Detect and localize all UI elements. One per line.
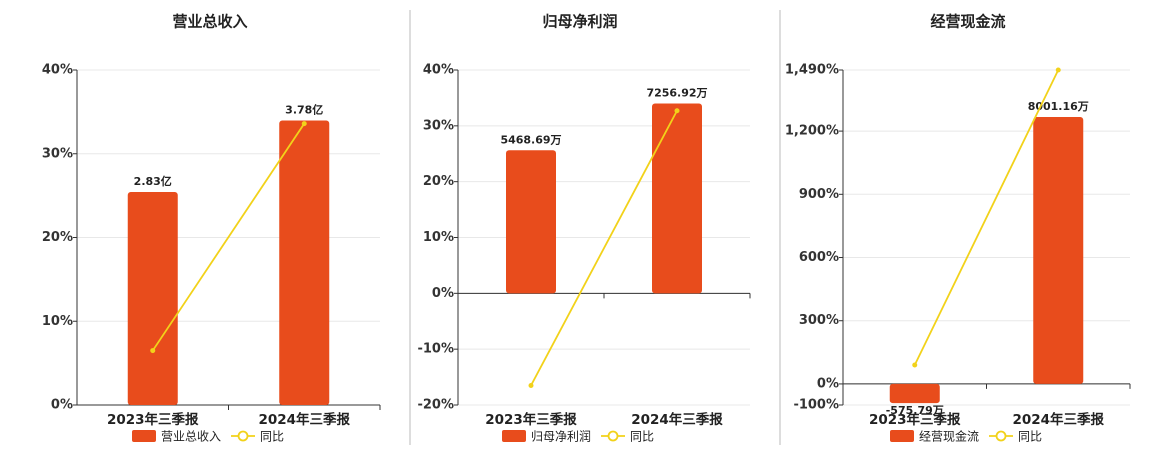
y-tick-label: 40% [42, 63, 73, 78]
legend-swatch [237, 430, 249, 442]
bar [889, 383, 940, 404]
line-point [301, 121, 307, 127]
legend-label: 同比 [1018, 430, 1042, 444]
value-label: 3.78亿 [285, 102, 323, 116]
y-tick-label: 10% [423, 230, 454, 245]
line-point [912, 362, 918, 368]
line-point [150, 348, 156, 354]
y-tick-label: 900% [799, 187, 839, 202]
value-label: 7256.92万 [646, 86, 707, 99]
y-tick-label: 0% [432, 286, 454, 301]
x-tick-label: 2024年三季报 [1012, 411, 1104, 428]
legend-swatch [132, 430, 156, 442]
bar [652, 103, 702, 294]
bar [279, 120, 330, 405]
y-tick-label: -100% [793, 398, 839, 413]
chart-title: 营业总收入 [172, 13, 247, 31]
line [152, 123, 305, 352]
line-point [674, 108, 680, 114]
y-tick-label: -10% [417, 342, 454, 357]
y-tick-label: 1,200% [785, 124, 839, 139]
bar [1033, 116, 1084, 384]
value-label: -575.79万 [886, 404, 944, 417]
legend-label: 同比 [260, 430, 284, 444]
chart-title: 经营现金流 [930, 13, 1005, 31]
y-tick-label: 30% [423, 118, 454, 133]
x-tick-label: 2024年三季报 [631, 411, 723, 428]
legend-label: 同比 [630, 430, 654, 444]
y-tick-label: 30% [42, 146, 73, 161]
bar [506, 150, 556, 294]
legend-swatch [607, 430, 619, 442]
chart-title: 归母净利润 [542, 13, 617, 31]
x-tick-label: 2023年三季报 [869, 411, 961, 428]
y-tick-label: 1,490% [785, 63, 839, 78]
x-tick-label: 2023年三季报 [107, 411, 199, 428]
line-point [1055, 67, 1061, 73]
value-label: 2.83亿 [134, 174, 172, 188]
legend-swatch [995, 430, 1007, 442]
x-tick-label: 2023年三季报 [485, 411, 577, 428]
y-tick-label: 10% [42, 314, 73, 329]
y-tick-label: 40% [423, 63, 454, 78]
y-tick-label: 300% [799, 313, 839, 328]
x-tick-label: 2024年三季报 [258, 411, 350, 428]
y-tick-label: 0% [51, 398, 73, 413]
y-tick-label: 20% [423, 174, 454, 189]
y-tick-label: -20% [417, 398, 454, 413]
value-label: 8001.16万 [1028, 100, 1089, 113]
line [913, 69, 1060, 366]
line [530, 110, 678, 386]
legend-label: 经营现金流 [919, 429, 979, 444]
value-label: 5468.69万 [500, 133, 561, 146]
bar [127, 191, 178, 405]
y-tick-label: 0% [817, 376, 839, 391]
line-point [528, 382, 534, 388]
y-tick-label: 20% [42, 230, 73, 245]
legend-swatch [890, 430, 914, 442]
legend-swatch [502, 430, 526, 442]
y-tick-label: 600% [799, 250, 839, 265]
legend-label: 归母净利润 [531, 430, 591, 444]
legend-label: 营业总收入 [161, 430, 221, 444]
